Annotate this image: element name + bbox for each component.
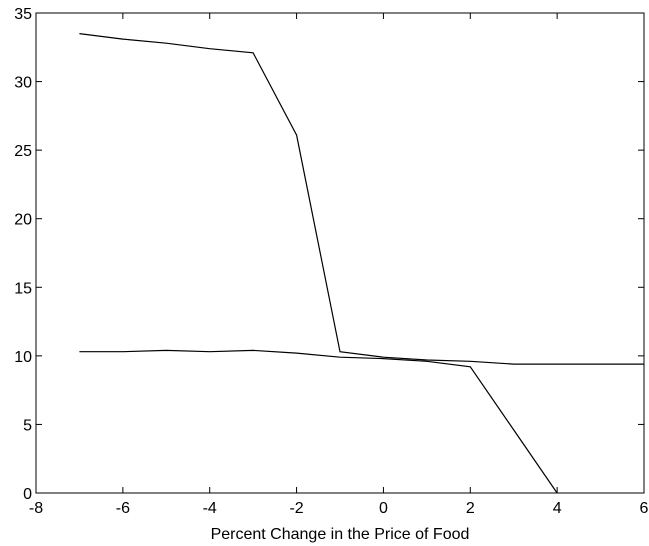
y-tick-label: 30 — [14, 75, 32, 92]
plot-frame — [35, 12, 645, 494]
series-layer — [79, 33, 644, 494]
series-line-1 — [79, 33, 644, 365]
y-tick-label: 25 — [14, 143, 32, 160]
x-tick-label: 2 — [466, 500, 475, 517]
y-tick-label: 35 — [14, 6, 32, 23]
y-axis-ticks: 0 5 10 15 20 25 30 35 — [14, 6, 644, 503]
y-tick-label: 10 — [14, 349, 32, 366]
x-axis-ticks: -8 -6 -4 -2 0 2 4 6 — [29, 13, 649, 517]
y-tick-label: 15 — [14, 280, 32, 297]
series-line-2 — [79, 349, 558, 494]
x-tick-label: -8 — [29, 500, 43, 517]
y-tick-label: 0 — [23, 486, 32, 503]
x-tick-label: -4 — [203, 500, 217, 517]
x-tick-label: 6 — [640, 500, 649, 517]
y-tick-label: 5 — [23, 417, 32, 434]
x-tick-label: -6 — [116, 500, 130, 517]
y-tick-label: 20 — [14, 212, 32, 229]
x-tick-label: 0 — [379, 500, 388, 517]
x-tick-label: 4 — [553, 500, 562, 517]
x-tick-label: -2 — [289, 500, 303, 517]
x-axis-label: Percent Change in the Price of Food — [211, 526, 470, 543]
